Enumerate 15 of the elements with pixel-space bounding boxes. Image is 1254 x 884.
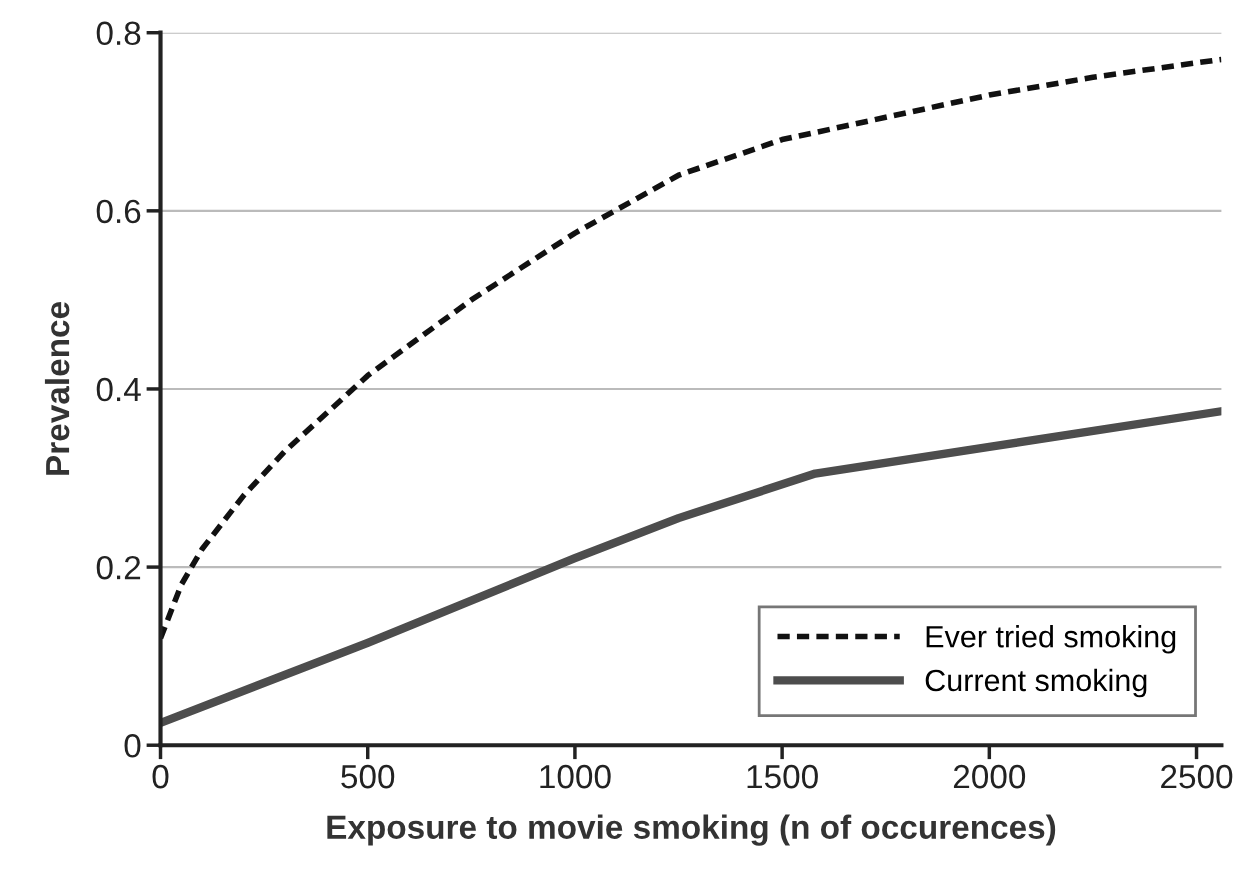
x-axis-title: Exposure to movie smoking (n of occurences) xyxy=(327,814,1056,846)
y-tick-label: 0.8 xyxy=(96,21,141,46)
y-tick-label: 0.2 xyxy=(96,555,141,580)
y-tick-label: 0 xyxy=(124,734,141,758)
legend-label: Ever tried smoking xyxy=(926,625,1176,654)
x-tick-label: 2000 xyxy=(953,764,1026,789)
y-tick-label: 0.4 xyxy=(96,377,141,402)
x-tick-label: 1000 xyxy=(540,764,611,789)
legend-label: Current smoking xyxy=(925,668,1147,698)
y-axis-title: Prevalence xyxy=(44,302,70,475)
x-tick-label: 0 xyxy=(152,764,169,789)
x-tick-label: 1500 xyxy=(747,764,818,789)
y-tick-label: 0.6 xyxy=(96,199,141,224)
x-tick-label: 2500 xyxy=(1161,764,1233,789)
x-tick-label: 500 xyxy=(341,764,395,789)
